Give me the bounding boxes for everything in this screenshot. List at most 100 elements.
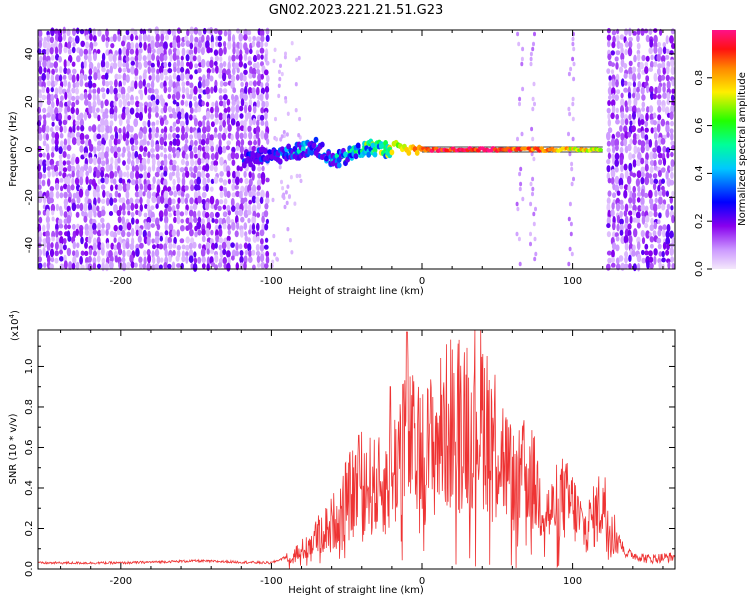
spectrogram-cell [628, 234, 633, 244]
spectrogram-cell [218, 112, 223, 121]
spectrogram-cell [164, 222, 168, 232]
spectrogram-cell [59, 132, 64, 139]
spectrogram-cell [88, 247, 93, 256]
spectrogram-cell [662, 42, 667, 48]
spectrogram-cell [126, 182, 131, 191]
spectrogram-cell [179, 238, 185, 244]
spectrogram-cell [265, 190, 270, 200]
spectrogram-cell [201, 191, 207, 198]
spectrogram-cell [45, 230, 50, 238]
spectrogram-cell [50, 203, 56, 213]
spectrogram-cell [239, 145, 244, 154]
spectrogram-cell [197, 54, 202, 63]
spectrogram-cell [168, 113, 174, 119]
spectrogram-cell [653, 28, 658, 33]
colorbar-tick-label: 0.8 [694, 70, 705, 86]
spectrogram-cell [666, 131, 670, 138]
spectrogram-cell [623, 137, 628, 147]
spectrogram-cell [189, 53, 195, 63]
spectrogram-cell [213, 165, 218, 173]
spectrogram-cell [118, 99, 123, 108]
spectrogram-cell [49, 197, 54, 204]
spectrogram-cell [146, 262, 152, 272]
spectrogram-cell [671, 79, 676, 87]
spectrogram-cell [67, 196, 72, 203]
spectrogram-cell [117, 28, 121, 36]
spectrogram-cell [225, 145, 231, 151]
spectrogram-cell [644, 61, 649, 67]
spectrogram-cell [75, 211, 80, 218]
spectrogram-cell [204, 211, 210, 219]
signal-cell [277, 158, 283, 165]
spectrogram-cell [570, 181, 574, 187]
spectrogram-cell [121, 152, 125, 158]
spectrogram-cell [238, 53, 243, 62]
spectrogram-cell [75, 95, 80, 101]
spectrogram-cell [46, 72, 50, 81]
spectrogram-cell [665, 65, 670, 75]
spectrogram-cell [159, 216, 163, 222]
spectrogram-cell [151, 125, 156, 134]
spectrogram-cell [567, 261, 571, 267]
spectrogram-cell [142, 55, 147, 62]
spectrogram-cell [114, 73, 119, 81]
spectrogram-cell [75, 35, 80, 44]
spectrogram-cell [108, 80, 114, 86]
spectrogram-cell [644, 134, 649, 141]
spectrogram-cell [239, 105, 244, 112]
spectrogram-cell [266, 138, 270, 145]
spectrogram-cell [521, 46, 525, 52]
spectrogram-cell [247, 217, 251, 224]
spectrogram-cell [614, 152, 620, 161]
spectrogram-cell [239, 177, 243, 184]
spectrogram-cell [227, 61, 231, 71]
spectrogram-cell [147, 151, 151, 159]
spectrogram-cell [146, 34, 151, 43]
spectrogram-cell [88, 47, 92, 57]
spectrogram-cell [79, 78, 84, 87]
colorbar-gradient [712, 30, 736, 269]
spectrogram-cell [167, 106, 173, 113]
spectrogram-cell [632, 31, 637, 36]
spectrogram-cell [620, 92, 624, 99]
spectrogram-cell [615, 62, 619, 70]
signal-cell [313, 136, 319, 143]
spectrogram-cell [669, 128, 674, 134]
spectrogram-cell [570, 251, 574, 257]
y-tick-label: 1.0 [24, 359, 35, 375]
spectrogram-cell [255, 69, 261, 74]
spectrogram-cell [135, 112, 140, 119]
spectrogram-cell [63, 67, 68, 75]
spectrogram-cell [197, 105, 202, 113]
spectrogram-cell [240, 153, 244, 160]
spectrogram-cell [649, 86, 654, 94]
spectrogram-cell [260, 82, 264, 88]
spectrogram-cell [38, 65, 43, 75]
spectrogram-cell [100, 118, 105, 127]
spectrogram-cell [159, 117, 165, 126]
spectrogram-cell [101, 247, 105, 256]
spectrogram-cell [150, 67, 156, 74]
spectrogram-cell [169, 140, 173, 147]
spectrogram-cell [92, 250, 97, 257]
spectrogram-cell [283, 204, 287, 210]
spectrogram-cell [129, 171, 135, 180]
spectrogram-cell [135, 229, 139, 237]
spectrogram-cell [141, 158, 147, 166]
spectrogram-cell [660, 137, 666, 145]
spectrogram-cell [243, 63, 248, 69]
spectrogram-cell [159, 232, 164, 238]
spectrogram-cell [633, 54, 637, 63]
spectrogram-cell [252, 54, 258, 63]
spectrogram-cell [521, 86, 525, 92]
spectrogram-cell [200, 157, 205, 164]
spectrogram-cell [180, 41, 185, 47]
spectrogram-cell [135, 48, 139, 57]
spectrogram-cell [635, 178, 641, 187]
spectrogram-cell [84, 134, 90, 140]
spectrogram-cell [133, 118, 139, 128]
spectrogram-cell [78, 188, 84, 198]
spectrogram-cell [100, 209, 106, 217]
spectrogram-cell [234, 152, 240, 160]
